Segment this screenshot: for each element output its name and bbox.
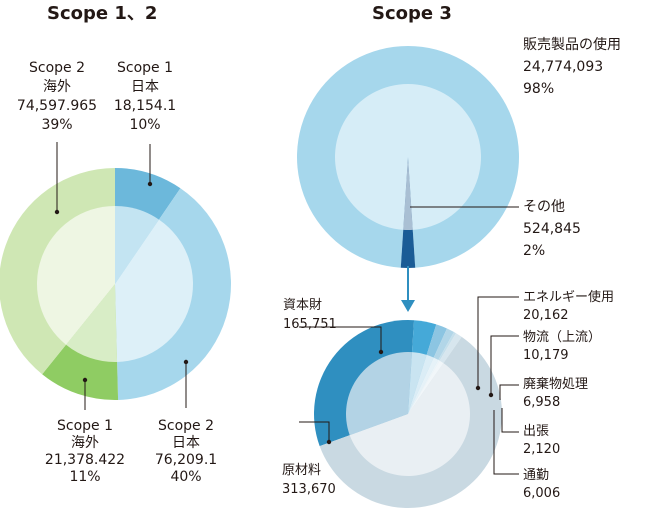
label-2-6-line-1: 313,670 bbox=[282, 482, 336, 497]
label-0-0-line-0: Scope 1 bbox=[117, 60, 173, 76]
label-1-1-line-1: 524,845 bbox=[523, 221, 581, 237]
label-1-0-line-2: 98% bbox=[523, 81, 554, 97]
label-2-2: 物流（上流） 10,179 bbox=[523, 330, 601, 363]
label-1-1-line-0: その他 bbox=[523, 199, 565, 215]
leader-dot-1 bbox=[54, 209, 60, 215]
leader-line-5 bbox=[299, 326, 382, 352]
slice-inner-breakdown-2 bbox=[408, 354, 434, 414]
slice-inner-breakdown-5 bbox=[408, 360, 444, 414]
label-0-2-line-1: 海外 bbox=[71, 435, 99, 451]
leader-dot-2 bbox=[183, 359, 189, 365]
label-2-3: 廃棄物処理 6,958 bbox=[523, 376, 588, 410]
slice-inner-breakdown-4 bbox=[408, 359, 440, 414]
leader-dot-6 bbox=[475, 385, 481, 391]
leader-dot-0 bbox=[147, 181, 153, 187]
label-0-3-line-1: 海外 bbox=[43, 79, 71, 95]
label-0-2-line-0: Scope 1 bbox=[57, 418, 113, 434]
label-2-4-line-0: 出張 bbox=[523, 424, 549, 439]
chart-title-scope12: Scope 1、2 bbox=[47, 3, 157, 24]
label-1-0-line-1: 24,774,093 bbox=[523, 59, 603, 75]
label-1-1: その他 524,845 2% bbox=[523, 199, 581, 259]
leader-line-9 bbox=[501, 408, 519, 433]
leader-dot-11 bbox=[326, 439, 332, 445]
label-2-0-line-1: 165,751 bbox=[283, 317, 337, 332]
slice-inner-breakdown-6 bbox=[349, 363, 470, 476]
leader-line-7 bbox=[490, 335, 519, 395]
label-0-3: Scope 2 海外 74,597.965 39% bbox=[17, 60, 97, 133]
label-2-5: 通勤 6,006 bbox=[523, 468, 560, 501]
slice-inner-breakdown-0 bbox=[345, 352, 412, 436]
leader-dot-5 bbox=[378, 349, 384, 355]
label-0-2-line-3: 11% bbox=[69, 469, 100, 485]
label-2-5-line-1: 6,006 bbox=[523, 486, 560, 501]
label-0-2-line-2: 21,378.422 bbox=[45, 452, 125, 468]
leader-lines bbox=[54, 142, 519, 475]
label-0-3-line-0: Scope 2 bbox=[29, 60, 85, 76]
label-0-3-line-2: 74,597.965 bbox=[17, 98, 97, 114]
slice-inner-scope3-1 bbox=[403, 157, 413, 231]
label-1-0: 販売製品の使用 24,774,093 98% bbox=[523, 36, 621, 97]
label-2-3-line-0: 廃棄物処理 bbox=[523, 376, 588, 392]
pie-scope3-other-breakdown bbox=[314, 320, 502, 508]
leader-line-11 bbox=[299, 421, 330, 442]
label-2-5-line-0: 通勤 bbox=[523, 468, 549, 483]
label-2-1: エネルギー使用 20,162 bbox=[523, 289, 614, 323]
label-0-3-line-3: 39% bbox=[41, 117, 72, 133]
label-2-1-line-0: エネルギー使用 bbox=[523, 289, 614, 305]
label-2-0: 資本財 165,751 bbox=[283, 298, 337, 332]
leader-line-8 bbox=[499, 384, 519, 400]
slice-inner-scope12-0 bbox=[115, 206, 159, 284]
label-2-6: 原材料 313,670 bbox=[282, 463, 336, 497]
label-0-1-line-1: 日本 bbox=[172, 435, 200, 451]
label-2-2-line-0: 物流（上流） bbox=[523, 330, 601, 345]
label-2-4: 出張 2,120 bbox=[523, 424, 560, 457]
label-0-0-line-1: 日本 bbox=[131, 79, 159, 95]
label-2-2-line-1: 10,179 bbox=[523, 348, 569, 363]
label-0-1-line-3: 40% bbox=[170, 469, 201, 485]
label-1-0-line-0: 販売製品の使用 bbox=[523, 36, 621, 53]
leader-line-6 bbox=[477, 296, 519, 388]
pie-scope12 bbox=[0, 168, 231, 401]
slice-inner-breakdown-3 bbox=[408, 357, 439, 414]
label-1-1-line-2: 2% bbox=[523, 243, 545, 259]
chart-title-scope3: Scope 3 bbox=[372, 3, 452, 24]
label-2-6-line-0: 原材料 bbox=[282, 463, 321, 478]
label-0-1-line-0: Scope 2 bbox=[158, 418, 214, 434]
leader-dot-3 bbox=[82, 377, 88, 383]
slice-inner-scope3-0 bbox=[334, 84, 481, 230]
pie-scope3 bbox=[297, 46, 519, 268]
label-0-0-line-2: 18,154.1 bbox=[114, 98, 176, 114]
leader-line-10 bbox=[493, 410, 519, 475]
label-0-0: Scope 1 日本 18,154.1 10% bbox=[114, 60, 176, 133]
label-2-4-line-1: 2,120 bbox=[523, 442, 560, 457]
leader-dot-7 bbox=[488, 392, 494, 398]
label-2-0-line-0: 資本財 bbox=[283, 298, 322, 313]
label-2-1-line-1: 20,162 bbox=[523, 308, 569, 323]
label-0-1-line-2: 76,209.1 bbox=[155, 452, 217, 468]
slice-inner-scope12-1 bbox=[115, 219, 193, 362]
slice-inner-scope12-3 bbox=[37, 206, 115, 345]
label-0-0-line-3: 10% bbox=[129, 117, 160, 133]
label-2-3-line-1: 6,958 bbox=[523, 395, 560, 410]
slice-inner-breakdown-1 bbox=[408, 352, 427, 414]
arrow-icon bbox=[401, 266, 415, 312]
slice-inner-scope12-2 bbox=[66, 284, 118, 362]
